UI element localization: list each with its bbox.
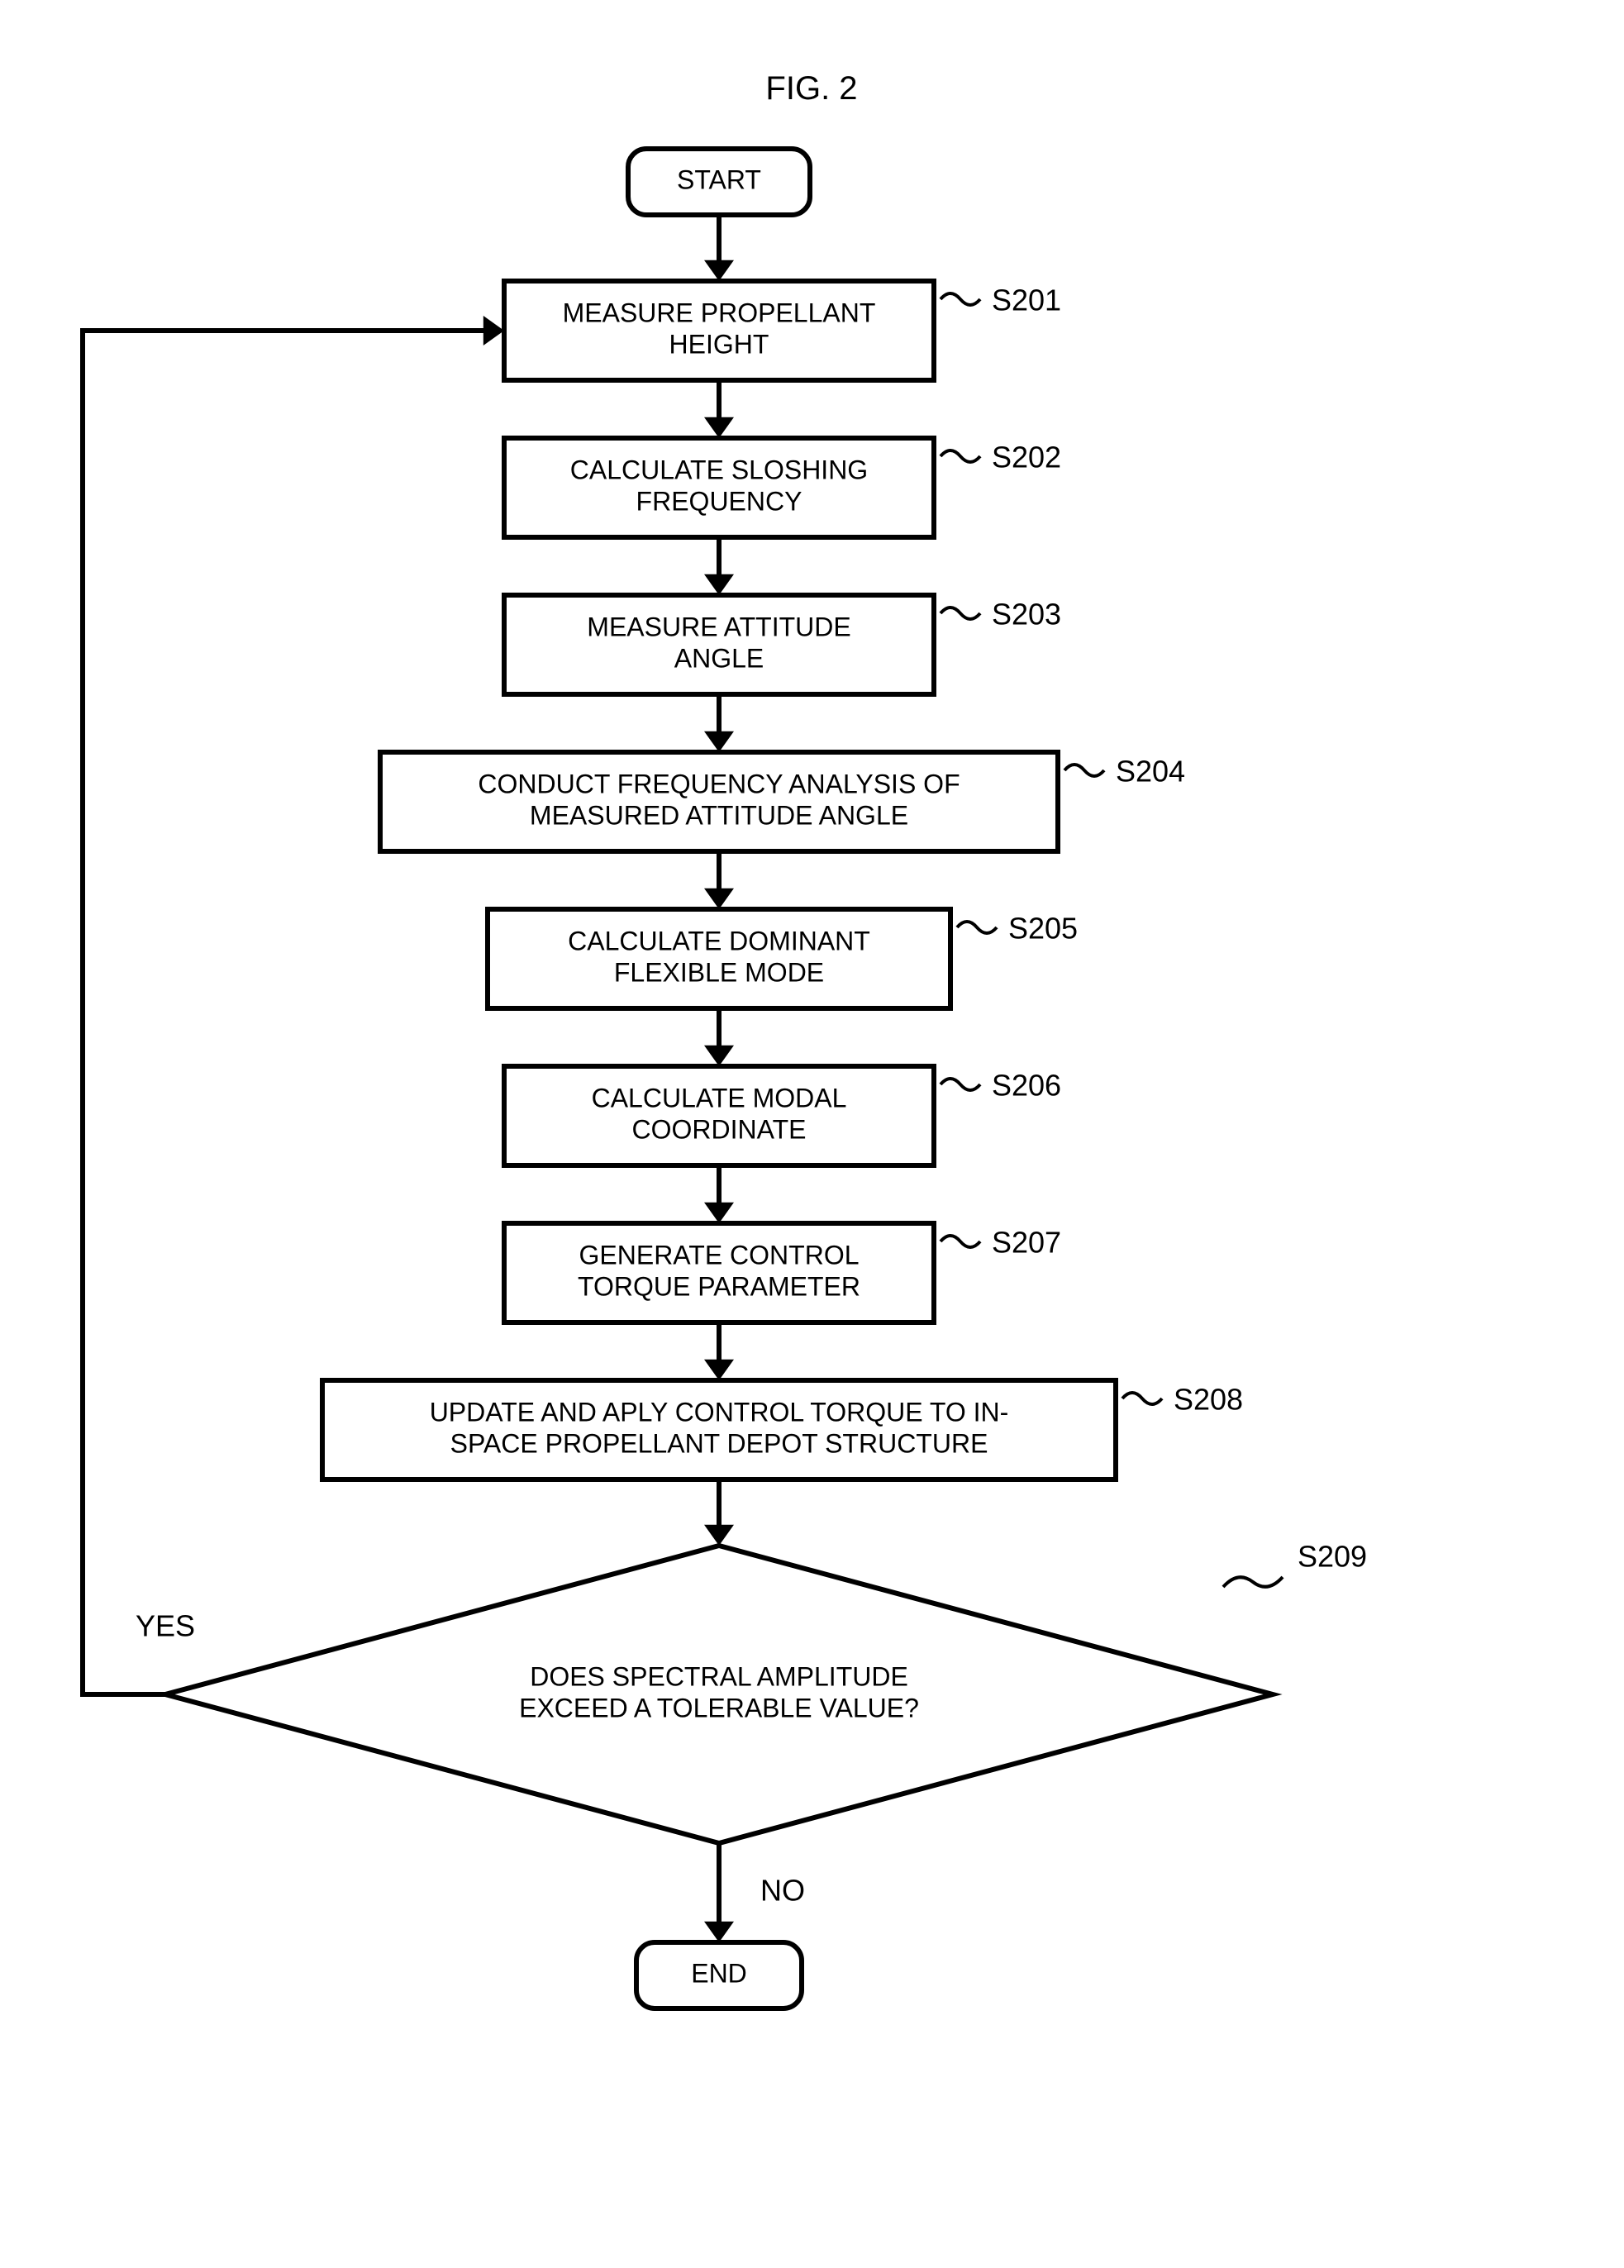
s207-label: S207	[992, 1226, 1061, 1260]
flowchart-diagram: FIG. 2 START MEASURE PROPELLANT HEIGHT S201 C…	[0, 0, 1624, 2268]
svg-text:CALCULATE MODAL: CALCULATE MODAL	[592, 1083, 847, 1113]
svg-text:DOES SPECTRAL AMPLITUDE: DOES SPECTRAL AMPLITUDE	[530, 1661, 908, 1691]
s208-label: S208	[1174, 1383, 1243, 1417]
s205-label: S205	[1008, 912, 1078, 946]
s202-label: S202	[992, 441, 1061, 474]
s203-label: S203	[992, 598, 1061, 631]
s206-label: S206	[992, 1069, 1061, 1103]
svg-text:END: END	[691, 1958, 747, 1988]
svg-text:CONDUCT FREQUENCY ANALYSIS OF: CONDUCT FREQUENCY ANALYSIS OF	[478, 769, 960, 798]
s209-label: S209	[1298, 1540, 1367, 1574]
s204-label: S204	[1116, 755, 1185, 789]
figure-label: FIG. 2	[765, 70, 857, 107]
svg-text:GENERATE CONTROL: GENERATE CONTROL	[579, 1240, 860, 1270]
svg-text:CALCULATE DOMINANT: CALCULATE DOMINANT	[568, 926, 870, 955]
svg-text:HEIGHT: HEIGHT	[669, 330, 769, 360]
svg-text:MEASURE ATTITUDE: MEASURE ATTITUDE	[587, 612, 850, 641]
svg-text:MEASURED ATTITUDE ANGLE: MEASURED ATTITUDE ANGLE	[530, 801, 908, 831]
svg-text:ANGLE: ANGLE	[674, 644, 764, 674]
s201-label: S201	[992, 284, 1061, 317]
svg-text:MEASURE PROPELLANT: MEASURE PROPELLANT	[563, 298, 876, 327]
branch-label-no: NO	[760, 1874, 805, 1908]
svg-text:TORQUE PARAMETER: TORQUE PARAMETER	[578, 1272, 860, 1302]
branch-label-yes: YES	[136, 1609, 195, 1643]
svg-text:START: START	[677, 164, 761, 194]
svg-text:FLEXIBLE MODE: FLEXIBLE MODE	[614, 958, 824, 988]
svg-text:UPDATE AND APLY CONTROL TORQUE: UPDATE AND APLY CONTROL TORQUE TO IN-	[430, 1397, 1009, 1427]
svg-text:COORDINATE: COORDINATE	[632, 1115, 807, 1145]
svg-text:EXCEED A TOLERABLE VALUE?: EXCEED A TOLERABLE VALUE?	[519, 1694, 919, 1723]
svg-text:FREQUENCY: FREQUENCY	[636, 487, 802, 517]
svg-text:CALCULATE SLOSHING: CALCULATE SLOSHING	[570, 455, 868, 484]
svg-text:SPACE PROPELLANT DEPOT STRUCTU: SPACE PROPELLANT DEPOT STRUCTURE	[450, 1429, 988, 1459]
